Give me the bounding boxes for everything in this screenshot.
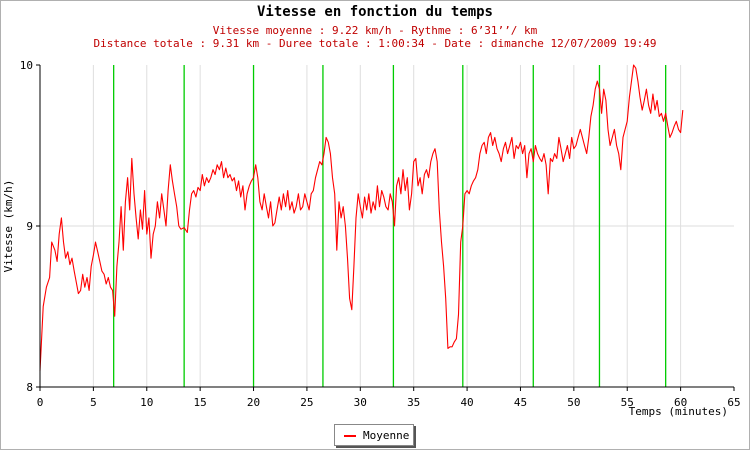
y-axis-label: Vitesse (km/h)	[2, 180, 15, 273]
x-tick-label: 65	[727, 396, 740, 409]
x-tick-label: 20	[247, 396, 260, 409]
x-tick-label: 35	[407, 396, 420, 409]
x-tick-label: 10	[140, 396, 153, 409]
series-line-moyenne	[39, 64, 684, 371]
x-tick-label: 50	[567, 396, 580, 409]
x-axis-label: Temps (minutes)	[629, 405, 728, 418]
legend-swatch	[344, 435, 356, 437]
y-tick-label: 10	[20, 59, 33, 72]
chart-legend: Moyenne	[334, 424, 414, 446]
x-tick-label: 5	[90, 396, 97, 409]
chart-subtitle-line-1: Vitesse moyenne : 9.22 km/h - Rythme : 6…	[212, 24, 538, 37]
x-tick-label: 30	[354, 396, 367, 409]
y-tick-label: 8	[26, 381, 33, 394]
x-tick-label: 25	[300, 396, 313, 409]
chart-subtitle-line-2: Distance totale : 9.31 km - Duree totale…	[93, 37, 657, 50]
y-tick-label: 9	[26, 220, 33, 233]
x-tick-label: 55	[621, 396, 634, 409]
chart-title: Vitesse en fonction du temps	[256, 4, 493, 20]
x-tick-label: 60	[674, 396, 687, 409]
legend-label: Moyenne	[363, 429, 410, 442]
x-tick-label: 45	[514, 396, 527, 409]
x-tick-label: 0	[37, 396, 44, 409]
x-tick-label: 15	[194, 396, 207, 409]
x-tick-label: 40	[460, 396, 473, 409]
